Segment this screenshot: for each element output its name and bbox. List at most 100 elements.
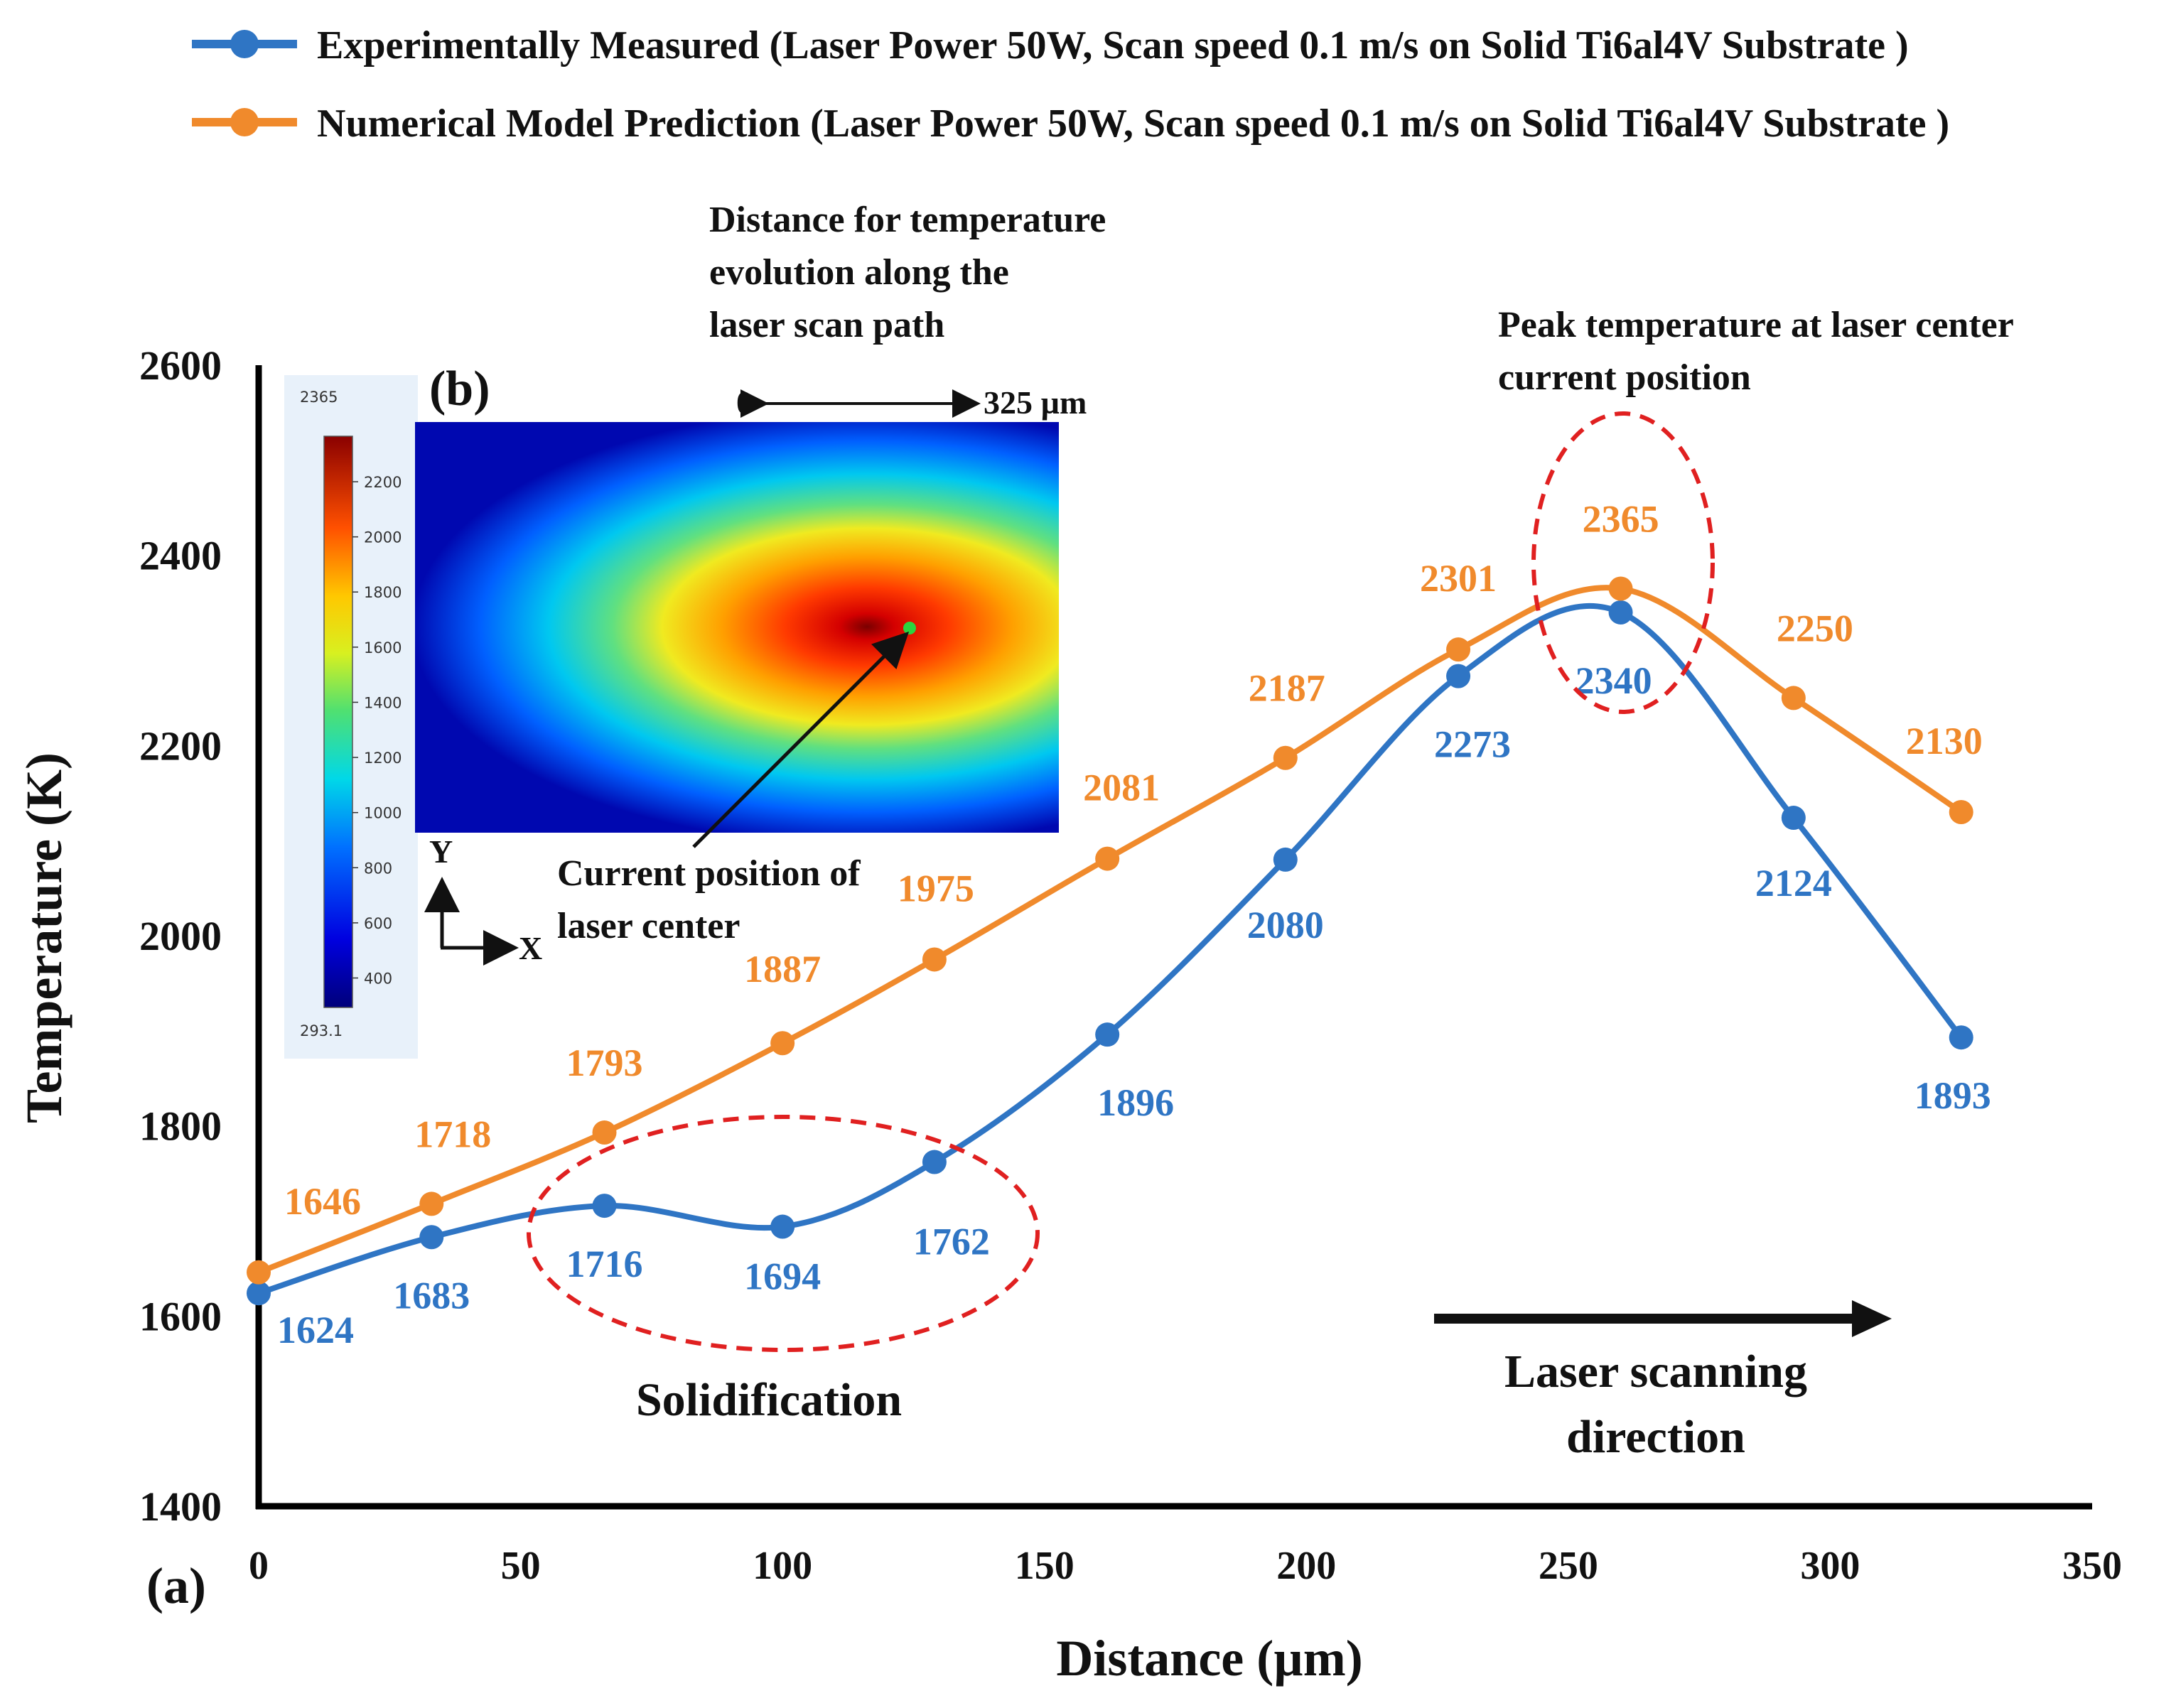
colorbar-tick-label: 1600	[364, 639, 402, 656]
data-label-numerical: 1646	[284, 1180, 361, 1223]
data-label-experimental: 2124	[1755, 862, 1832, 904]
colorbar-ticks: 2200 2000 1800 1600 1400 1200 1000 800 600 400	[352, 474, 402, 988]
data-point-numerical	[419, 1191, 444, 1216]
data-label-numerical: 1793	[566, 1042, 643, 1084]
data-label-numerical: 2301	[1420, 557, 1497, 600]
legend-label-numerical: Numerical Model Prediction (Laser Power …	[317, 102, 1949, 146]
distance-annotation-line1: Distance for temperature	[709, 200, 1106, 240]
xy-axes-indicator: Y X	[424, 833, 542, 966]
y-tick-label: 1400	[139, 1483, 222, 1530]
series-layer	[247, 576, 1973, 1306]
solidification-ellipse	[527, 1115, 1040, 1352]
y-direction-label: Y	[429, 833, 453, 870]
colorbar-max-label: 2365	[300, 389, 338, 406]
data-point-numerical	[1949, 800, 1973, 825]
colorbar-gradient	[323, 436, 353, 1008]
colorbar-tick-label: 800	[364, 860, 392, 877]
legend-marker-numerical	[230, 108, 259, 136]
legend-label-experimental: Experimentally Measured (Laser Power 50W…	[317, 23, 1909, 67]
data-point-experimental	[770, 1214, 795, 1239]
colorbar-tick-label: 1800	[364, 584, 402, 601]
data-point-numerical	[1608, 576, 1633, 601]
colorbar: 2365 2200 2000 1800 1600 1400 1200 1000 800 600 4…	[284, 375, 418, 1059]
data-point-experimental	[1095, 1022, 1120, 1047]
data-label-experimental: 1896	[1097, 1081, 1174, 1124]
x-tick-label: 50	[501, 1544, 541, 1588]
colorbar-tick-label: 1400	[364, 694, 402, 711]
laser-center-label-line2: laser center	[557, 906, 740, 946]
scan-direction-label-line1: Laser scanning	[1504, 1346, 1807, 1398]
data-label-numerical: 2130	[1906, 720, 1983, 762]
data-point-experimental	[1781, 806, 1806, 831]
scan-direction-label-line2: direction	[1566, 1411, 1745, 1463]
y-tick-label: 2000	[139, 913, 222, 959]
y-tick-label: 2200	[139, 723, 222, 769]
data-label-numerical: 1887	[744, 948, 821, 990]
data-label-experimental: 1694	[744, 1255, 821, 1298]
y-tick-label: 1800	[139, 1103, 222, 1150]
y-tick-label: 2600	[139, 342, 222, 389]
panel-a-label: (a)	[146, 1557, 206, 1614]
data-point-experimental	[247, 1281, 271, 1306]
data-point-experimental	[1273, 847, 1298, 872]
data-point-numerical	[1446, 637, 1471, 662]
y-axis-title: Temperature (K)	[16, 752, 72, 1123]
y-tick-labels: 1400 1600 1800 2000 2200 2400 2600	[139, 342, 222, 1530]
legend-item-numerical: Numerical Model Prediction (Laser Power …	[192, 102, 1949, 146]
laser-center-dot	[903, 622, 916, 634]
heatmap-image	[415, 422, 1059, 833]
peak-annotation-line2: current position	[1498, 357, 1751, 398]
data-point-numerical	[1095, 846, 1120, 871]
data-label-numerical: 2081	[1083, 767, 1160, 809]
laser-center-label-line1: Current position of	[557, 853, 861, 894]
heatmap-inset	[415, 422, 1059, 833]
data-label-experimental: 2273	[1434, 723, 1511, 766]
colorbar-tick-label: 400	[364, 971, 392, 988]
solidification-label: Solidification	[636, 1374, 902, 1426]
data-point-experimental	[592, 1194, 617, 1218]
x-axis-title: Distance (µm)	[1056, 1630, 1362, 1687]
colorbar-tick-label: 2200	[364, 474, 402, 491]
distance-annotation-line2: evolution along the	[709, 252, 1009, 293]
data-point-experimental	[419, 1225, 444, 1250]
colorbar-tick-label: 1000	[364, 805, 402, 822]
panel-b-label: (b)	[429, 362, 490, 416]
data-point-numerical	[1273, 745, 1298, 770]
x-tick-label: 0	[249, 1544, 269, 1588]
data-label-layer: 1624 1683 1716 1694 1762 1896 2080 2273 2340 2124…	[277, 498, 1991, 1352]
x-tick-labels: 0 50 100 150 200 250 300 350	[249, 1544, 2122, 1588]
range-start-label: 0	[736, 384, 753, 421]
x-direction-label: X	[519, 930, 542, 966]
data-point-experimental	[1608, 600, 1633, 625]
series-line-experimental	[257, 602, 1964, 1297]
data-point-experimental	[1949, 1025, 1973, 1050]
colorbar-tick-label: 2000	[364, 529, 402, 546]
laser-center-arrow	[692, 631, 910, 848]
data-point-experimental	[1446, 664, 1471, 688]
data-label-numerical: 2250	[1777, 607, 1853, 649]
x-tick-label: 200	[1276, 1544, 1336, 1588]
x-tick-label: 350	[2062, 1544, 2122, 1588]
data-label-experimental: 1716	[566, 1243, 643, 1285]
data-point-numerical	[247, 1260, 271, 1285]
x-tick-label: 250	[1539, 1544, 1598, 1588]
data-label-experimental: 2080	[1247, 904, 1324, 946]
data-point-experimental	[922, 1150, 947, 1174]
y-tick-label: 2400	[139, 533, 222, 579]
scan-direction-arrow-head	[1852, 1300, 1892, 1337]
data-label-numerical: 2187	[1249, 667, 1325, 710]
distance-annotation-line3: laser scan path	[709, 305, 944, 345]
data-point-numerical	[770, 1031, 795, 1056]
data-label-experimental: 1683	[393, 1274, 470, 1317]
data-point-numerical	[592, 1120, 617, 1145]
colorbar-tick-label: 1200	[364, 750, 402, 767]
range-end-label: 325 µm	[984, 384, 1087, 421]
colorbar-tick-label: 600	[364, 915, 392, 932]
peak-ellipse	[1531, 411, 1715, 714]
peak-annotation-line1: Peak temperature at laser center	[1498, 305, 2014, 345]
data-label-experimental: 1624	[277, 1309, 354, 1351]
colorbar-min-label: 293.1	[300, 1022, 343, 1039]
data-label-numerical: 1718	[414, 1113, 491, 1155]
